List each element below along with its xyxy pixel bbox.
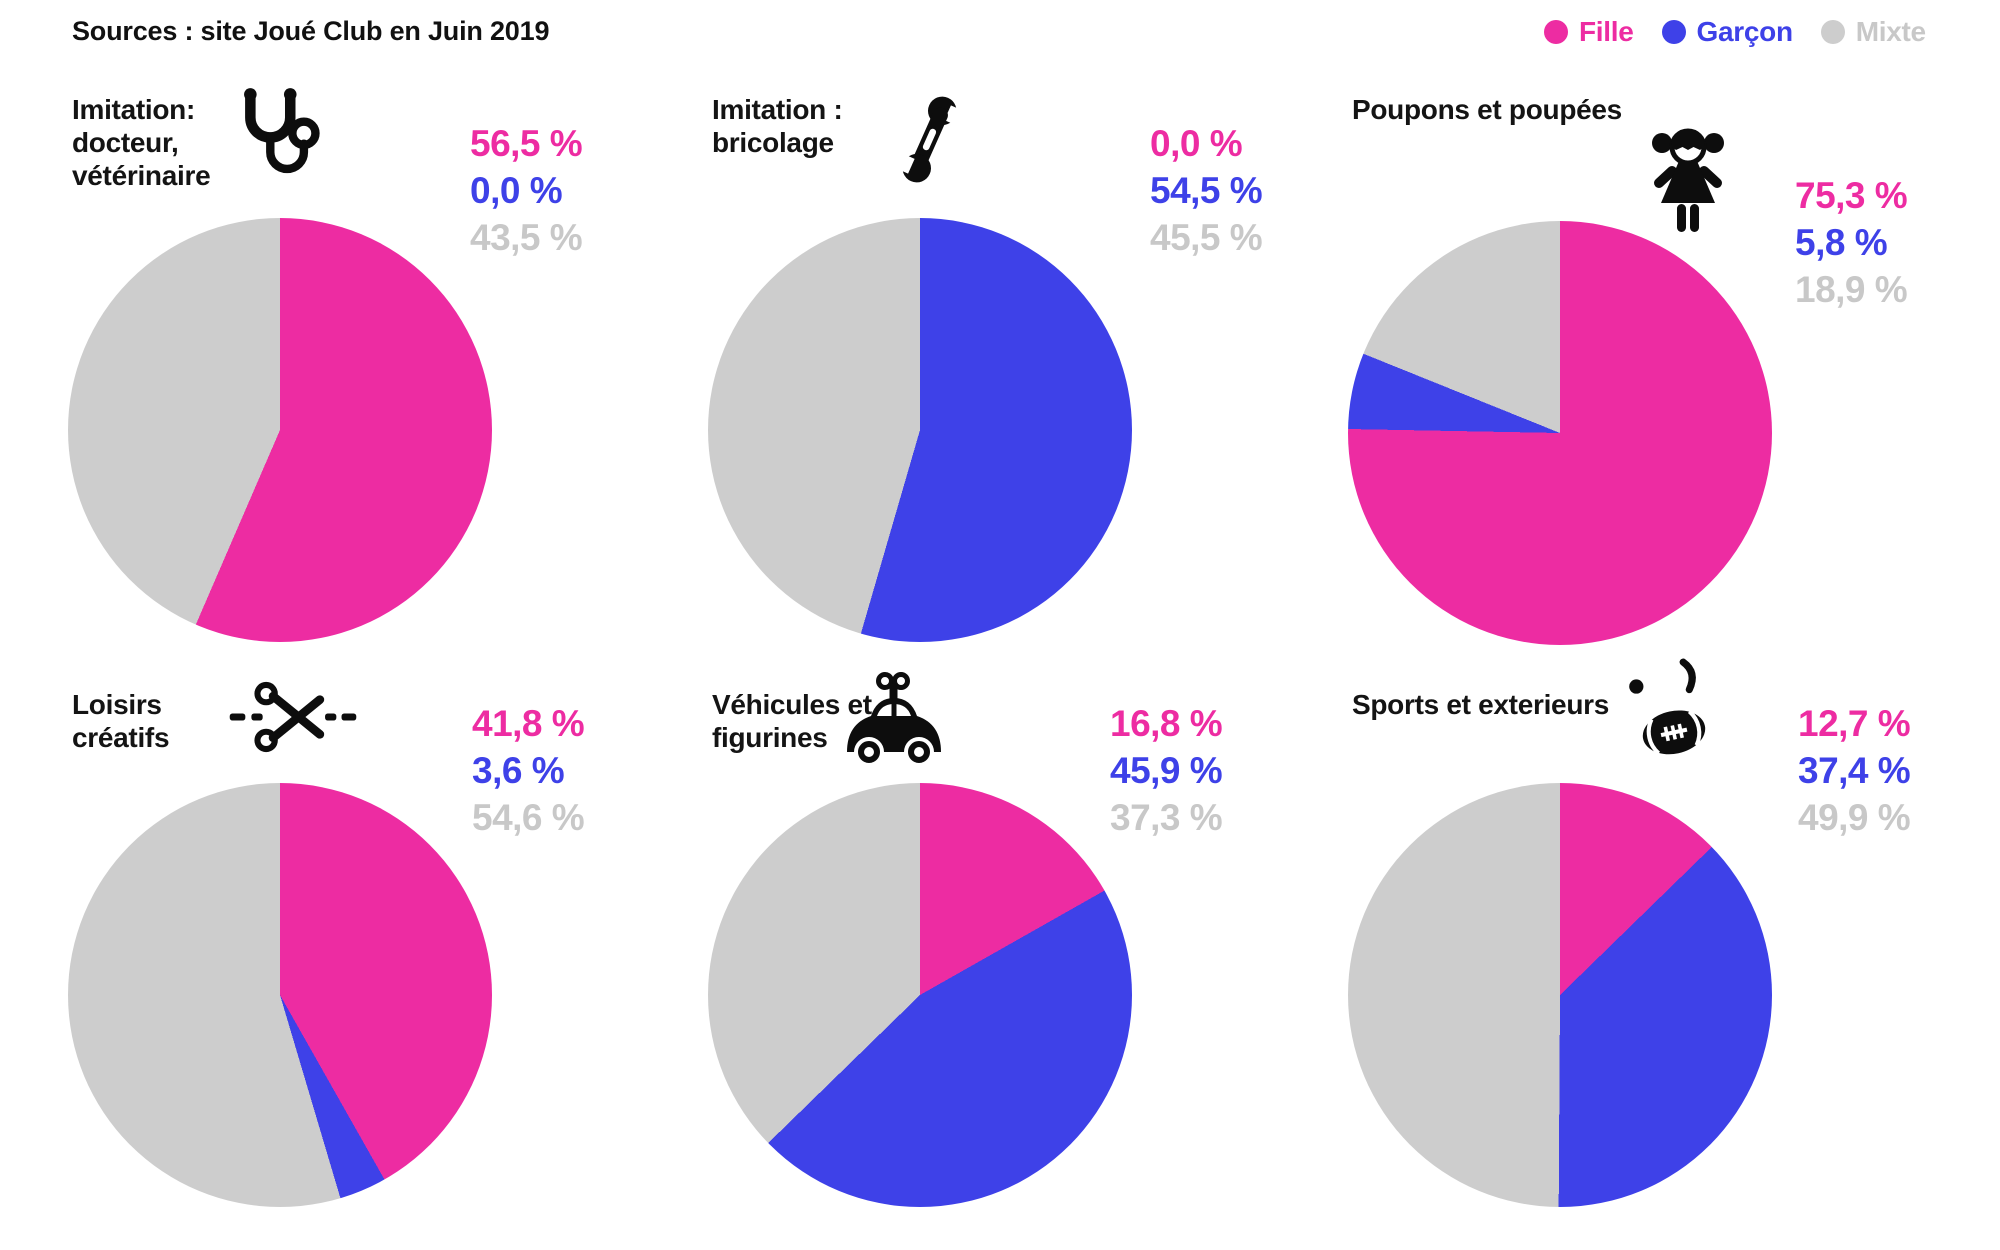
- chart-values: 41,8 % 3,6 % 54,6 %: [472, 700, 585, 841]
- chart-values: 75,3 % 5,8 % 18,9 %: [1795, 172, 1908, 313]
- value-fille: 0,0 %: [1150, 123, 1243, 164]
- legend: Fille Garçon Mixte: [1544, 16, 1926, 48]
- source-caption: Sources : site Joué Club en Juin 2019: [72, 16, 550, 46]
- legend-item-garcon: Garçon: [1661, 16, 1794, 48]
- legend-item-mixte: Mixte: [1820, 16, 1926, 48]
- doll-icon: [1638, 112, 1738, 247]
- legend-label-mixte: Mixte: [1855, 16, 1926, 47]
- chart-title: Imitation: docteur, vétérinaire: [72, 94, 211, 191]
- pie-imitation-docteur-veterinaire: [68, 218, 492, 642]
- chart-values: 0,0 % 54,5 % 45,5 %: [1150, 120, 1263, 261]
- legend-label-garcon: Garçon: [1696, 16, 1794, 47]
- chart-values: 12,7 % 37,4 % 49,9 %: [1798, 700, 1911, 841]
- wind-up-car-icon: [838, 668, 950, 768]
- value-mixte: 49,9 %: [1798, 797, 1911, 838]
- value-garcon: 54,5 %: [1150, 170, 1263, 211]
- garcon-dot-icon: [1661, 20, 1686, 44]
- stethoscope-icon: [222, 86, 327, 191]
- fille-dot-icon: [1544, 20, 1568, 44]
- chart-title: Loisirs créatifs: [72, 689, 170, 753]
- value-garcon: 45,9 %: [1110, 750, 1223, 791]
- mixte-dot-icon: [1820, 20, 1845, 44]
- chart-title: Sports et exterieurs: [1352, 689, 1609, 720]
- wrench-icon: [882, 92, 977, 187]
- value-fille: 56,5 %: [470, 123, 583, 164]
- chart-imitation-docteur-veterinaire: Imitation: docteur, vétérinaire 56,5 % 0…: [60, 85, 690, 650]
- value-fille: 16,8 %: [1110, 703, 1223, 744]
- legend-label-fille: Fille: [1579, 16, 1634, 47]
- value-mixte: 45,5 %: [1150, 217, 1263, 258]
- chart-vehicules-et-figurines: Véhicules et figurines 16,8 % 45,9 % 37,…: [700, 650, 1330, 1215]
- value-fille: 75,3 %: [1795, 175, 1908, 216]
- value-mixte: 43,5 %: [470, 217, 583, 258]
- value-garcon: 5,8 %: [1795, 222, 1888, 263]
- value-mixte: 54,6 %: [472, 797, 585, 838]
- chart-values: 56,5 % 0,0 % 43,5 %: [470, 120, 583, 261]
- pie-poupons-et-poupees: [1348, 221, 1772, 645]
- value-garcon: 37,4 %: [1798, 750, 1911, 791]
- chart-values: 16,8 % 45,9 % 37,3 %: [1110, 700, 1223, 841]
- rugby-ball-icon: [1618, 656, 1730, 768]
- chart-title: Poupons et poupées: [1352, 94, 1622, 125]
- value-garcon: 0,0 %: [470, 170, 563, 211]
- scissors-icon: [228, 678, 358, 756]
- chart-imitation-bricolage: Imitation : bricolage 0,0 % 54,5 % 45,5 …: [700, 85, 1330, 650]
- chart-title: Véhicules et figurines: [712, 689, 872, 753]
- chart-poupons-et-poupees: Poupons et poupées 75,3 % 5,8 % 18,9 %: [1340, 85, 1970, 650]
- chart-title: Imitation : bricolage: [712, 94, 843, 158]
- value-fille: 12,7 %: [1798, 703, 1911, 744]
- pie-vehicules-et-figurines: [708, 783, 1132, 1207]
- value-fille: 41,8 %: [472, 703, 585, 744]
- chart-loisirs-creatifs: Loisirs créatifs 41,8 % 3,6 % 54,6 %: [60, 650, 690, 1215]
- value-mixte: 37,3 %: [1110, 797, 1223, 838]
- legend-item-fille: Fille: [1544, 16, 1634, 48]
- chart-sports-et-exterieurs: Sports et exterieurs 12,7 % 37,4 %: [1340, 650, 1970, 1215]
- value-garcon: 3,6 %: [472, 750, 565, 791]
- pie-imitation-bricolage: [708, 218, 1132, 642]
- pie-loisirs-creatifs: [68, 783, 492, 1207]
- value-mixte: 18,9 %: [1795, 269, 1908, 310]
- pie-sports-et-exterieurs: [1348, 783, 1772, 1207]
